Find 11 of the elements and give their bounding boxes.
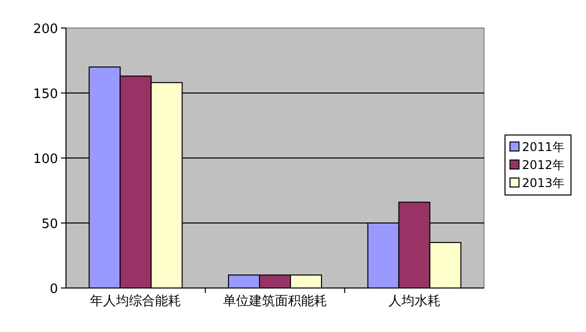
y-tick-label: 100 bbox=[33, 152, 58, 167]
y-tick-label: 0 bbox=[50, 282, 58, 297]
x-tick-label: 人均水耗 bbox=[388, 294, 440, 309]
legend-label: 2011年 bbox=[522, 140, 565, 154]
y-tick-label: 150 bbox=[33, 87, 58, 102]
y-tick-label: 200 bbox=[33, 22, 58, 37]
y-tick-label: 50 bbox=[41, 217, 58, 232]
legend-label: 2013年 bbox=[522, 176, 565, 190]
legend-label: 2012年 bbox=[522, 158, 565, 172]
x-tick-label: 单位建筑面积能耗 bbox=[223, 294, 327, 309]
x-tick-label: 年人均综合能耗 bbox=[90, 294, 182, 309]
